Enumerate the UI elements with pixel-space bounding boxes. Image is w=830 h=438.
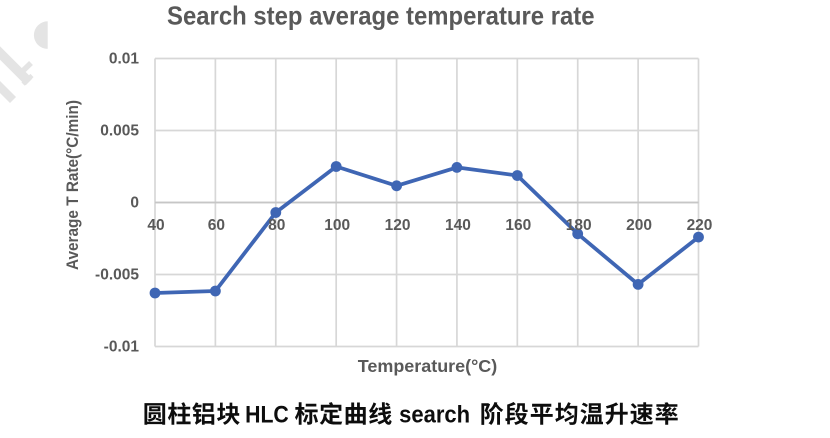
svg-text:Average T Rate(°C/min): Average T Rate(°C/min) xyxy=(64,100,82,270)
svg-text:Search step average temperatur: Search step average temperature rate xyxy=(167,0,595,30)
svg-text:0.01: 0.01 xyxy=(109,51,140,68)
svg-text:140: 140 xyxy=(445,217,471,234)
svg-text:Temperature(°C): Temperature(°C) xyxy=(358,356,498,376)
svg-text:60: 60 xyxy=(208,217,225,234)
svg-text:-0.01: -0.01 xyxy=(104,339,140,356)
svg-text:120: 120 xyxy=(385,217,411,234)
svg-text:0: 0 xyxy=(130,195,139,212)
svg-text:100: 100 xyxy=(324,217,350,234)
svg-text:0.005: 0.005 xyxy=(100,123,139,140)
svg-text:160: 160 xyxy=(505,217,531,234)
svg-text:180: 180 xyxy=(566,217,592,234)
svg-text:200: 200 xyxy=(626,217,652,234)
svg-text:40: 40 xyxy=(147,217,164,234)
svg-text:search: search xyxy=(399,402,470,429)
svg-text:-0.005: -0.005 xyxy=(95,267,139,284)
svg-text:80: 80 xyxy=(268,217,285,234)
svg-text:HLC: HLC xyxy=(245,402,289,429)
svg-text:220: 220 xyxy=(687,217,713,234)
